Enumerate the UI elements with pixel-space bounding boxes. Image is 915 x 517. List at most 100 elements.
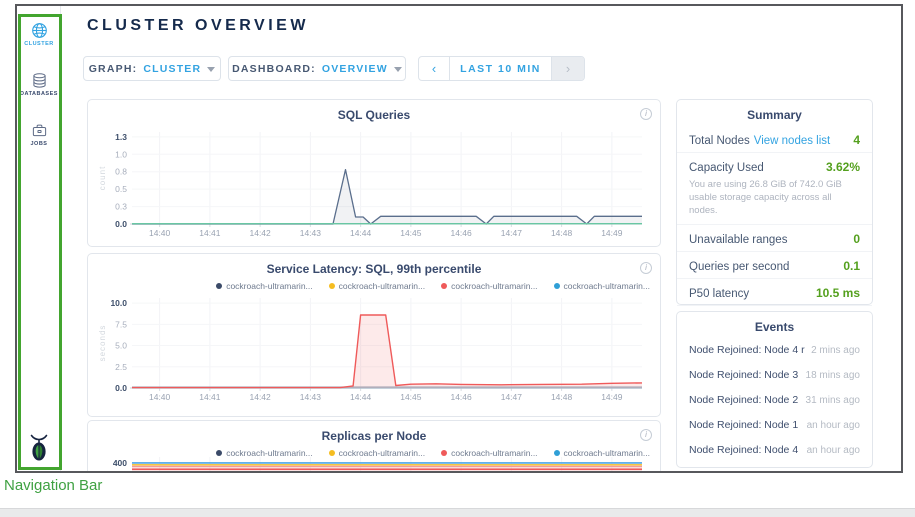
svg-text:14:49: 14:49 bbox=[601, 392, 623, 402]
capacity-subtext: You are using 26.8 GiB of 742.0 GiB usab… bbox=[677, 179, 872, 224]
svg-text:14:43: 14:43 bbox=[300, 228, 322, 238]
svg-text:1.3: 1.3 bbox=[115, 132, 127, 142]
summary-row-value: 0.1 bbox=[843, 259, 860, 273]
y-axis-label: count bbox=[98, 166, 107, 191]
service-latency-chart[interactable]: 14:4014:4114:4214:4314:4414:4514:4614:47… bbox=[96, 292, 652, 409]
legend-item[interactable]: cockroach-ultramarin... bbox=[329, 281, 425, 291]
sidebar-item-databases[interactable]: DATABASES bbox=[17, 72, 61, 97]
event-row[interactable]: Node Rejoined: Node 2 rej... 31 mins ago bbox=[677, 386, 872, 411]
legend-label: cockroach-ultramarin... bbox=[564, 281, 650, 291]
chart-replicas-svg: 14:4014:4114:4214:4314:4414:4514:4614:47… bbox=[96, 453, 652, 473]
summary-row-value: 10.5 ms bbox=[816, 286, 860, 300]
svg-text:14:42: 14:42 bbox=[249, 228, 271, 238]
chevron-down-icon bbox=[394, 67, 402, 72]
summary-row-label: Total Nodes bbox=[689, 135, 750, 147]
event-time: 18 mins ago bbox=[806, 370, 860, 381]
event-time: 2 mins ago bbox=[811, 345, 860, 356]
cluster-globe-icon bbox=[31, 22, 48, 39]
graph-dropdown-value: CLUSTER bbox=[143, 63, 201, 75]
page-title: CLUSTER OVERVIEW bbox=[87, 17, 309, 35]
svg-text:14:45: 14:45 bbox=[400, 392, 422, 402]
legend-label: cockroach-ultramarin... bbox=[226, 281, 312, 291]
dashboard-dropdown[interactable]: DASHBOARD: OVERVIEW bbox=[228, 56, 406, 81]
y-axis-label: seconds bbox=[98, 325, 107, 362]
svg-text:14:42: 14:42 bbox=[249, 392, 271, 402]
sql-queries-chart[interactable]: 14:4014:4114:4214:4314:4414:4514:4614:47… bbox=[96, 126, 652, 245]
info-icon[interactable]: i bbox=[640, 108, 652, 120]
svg-text:5.0: 5.0 bbox=[115, 341, 127, 351]
event-row[interactable]: Node Rejoined: Node 3 rej...18 mins ago bbox=[677, 361, 872, 386]
legend-item[interactable]: cockroach-ultramarin... bbox=[441, 281, 537, 291]
legend-item[interactable]: cockroach-ultramarin... bbox=[554, 281, 650, 291]
chart-title: Service Latency: SQL, 99th percentile bbox=[88, 254, 660, 276]
svg-text:14:47: 14:47 bbox=[501, 392, 523, 402]
summary-row-label: P50 latency bbox=[689, 288, 749, 300]
summary-panel: Summary Total NodesView nodes list4Capac… bbox=[676, 99, 873, 305]
navigation-bar: CLUSTER DATABASES JOBS bbox=[17, 6, 61, 471]
event-row[interactable]: Node Rejoined: Node 4 rej... an hour ago bbox=[677, 436, 872, 461]
service-latency-panel: Service Latency: SQL, 99th percentile i … bbox=[87, 253, 661, 417]
event-row[interactable]: Node Rejoined: Node 4 rej... 2 mins ago bbox=[677, 336, 872, 361]
svg-text:0.5: 0.5 bbox=[115, 184, 127, 194]
summary-title: Summary bbox=[677, 100, 872, 122]
chart-latency-svg: 14:4014:4114:4214:4314:4414:4514:4614:47… bbox=[96, 292, 652, 404]
svg-text:1.0: 1.0 bbox=[115, 149, 127, 159]
chart-title: SQL Queries bbox=[88, 100, 660, 122]
event-text: Node Rejoined: Node 4 rej... bbox=[689, 444, 801, 456]
info-icon[interactable]: i bbox=[640, 262, 652, 274]
time-range-prev-button[interactable]: ‹ bbox=[419, 57, 450, 80]
dashboard-dropdown-value: OVERVIEW bbox=[322, 63, 388, 75]
svg-text:0.0: 0.0 bbox=[115, 383, 127, 393]
svg-text:7.5: 7.5 bbox=[115, 319, 127, 329]
summary-row-label: Unavailable ranges bbox=[689, 234, 787, 246]
summary-row-label: Queries per second bbox=[689, 261, 789, 273]
chevron-down-icon bbox=[207, 67, 215, 72]
event-text: Node Rejoined: Node 4 rej... bbox=[689, 344, 805, 356]
sql-queries-panel: SQL Queries i 14:4014:4114:4214:4314:441… bbox=[87, 99, 661, 247]
chart-sql-svg: 14:4014:4114:4214:4314:4414:4514:4614:47… bbox=[96, 126, 652, 240]
chart-legend: cockroach-ultramarin... cockroach-ultrama… bbox=[88, 276, 660, 291]
sidebar-item-label: CLUSTER bbox=[17, 41, 61, 47]
jobs-icon bbox=[31, 122, 48, 139]
event-time: 31 mins ago bbox=[806, 395, 860, 406]
summary-row: Total NodesView nodes list4 bbox=[677, 126, 872, 152]
info-icon[interactable]: i bbox=[640, 429, 652, 441]
svg-text:14:41: 14:41 bbox=[199, 392, 221, 402]
legend-item[interactable]: cockroach-ultramarin... bbox=[216, 281, 312, 291]
svg-text:14:44: 14:44 bbox=[350, 228, 372, 238]
databases-icon bbox=[31, 72, 48, 89]
replicas-per-node-panel: Replicas per Node i cockroach-ultramarin… bbox=[87, 420, 661, 473]
navigation-bar-annotation-label: Navigation Bar bbox=[4, 477, 102, 494]
legend-dot-icon bbox=[441, 283, 447, 289]
summary-row-value: 3.62% bbox=[826, 160, 860, 174]
event-text: Node Rejoined: Node 2 rej... bbox=[689, 394, 800, 406]
svg-text:14:46: 14:46 bbox=[450, 228, 472, 238]
series-sql-queries bbox=[132, 170, 642, 224]
summary-rows: Total NodesView nodes list4Capacity Used… bbox=[677, 126, 872, 332]
event-time: an hour ago bbox=[807, 445, 860, 456]
cockroachdb-logo[interactable] bbox=[17, 434, 61, 467]
sidebar-item-jobs[interactable]: JOBS bbox=[17, 122, 61, 147]
graph-dropdown[interactable]: GRAPH: CLUSTER bbox=[83, 56, 221, 81]
legend-label: cockroach-ultramarin... bbox=[451, 281, 537, 291]
sidebar-item-cluster[interactable]: CLUSTER bbox=[17, 22, 61, 47]
event-text: Node Rejoined: Node 1 rej... bbox=[689, 419, 801, 431]
event-rows: Node Rejoined: Node 4 rej...2 mins agoNo… bbox=[677, 336, 872, 461]
dashboard-dropdown-label: DASHBOARD: bbox=[232, 63, 316, 75]
time-range-value[interactable]: LAST 10 MIN bbox=[450, 57, 551, 80]
cockroach-bug-icon bbox=[27, 434, 51, 462]
sidebar-item-label: DATABASES bbox=[17, 91, 61, 97]
event-time: an hour ago bbox=[807, 420, 860, 431]
time-range-next-button[interactable]: › bbox=[551, 57, 584, 80]
graph-dropdown-label: GRAPH: bbox=[89, 63, 138, 75]
summary-row: P50 latency 10.5 ms bbox=[677, 278, 872, 305]
time-range-selector: ‹ LAST 10 MIN › bbox=[418, 56, 585, 81]
replicas-per-node-chart[interactable]: 14:4014:4114:4214:4314:4414:4514:4614:47… bbox=[96, 453, 652, 473]
view-nodes-list-link[interactable]: View nodes list bbox=[754, 135, 831, 147]
summary-row: Queries per second 0.1 bbox=[677, 251, 872, 278]
legend-dot-icon bbox=[329, 283, 335, 289]
svg-text:0.3: 0.3 bbox=[115, 202, 127, 212]
svg-text:0.8: 0.8 bbox=[115, 167, 127, 177]
event-row[interactable]: Node Rejoined: Node 1 rej... an hour ago bbox=[677, 411, 872, 436]
svg-text:2.5: 2.5 bbox=[115, 362, 127, 372]
